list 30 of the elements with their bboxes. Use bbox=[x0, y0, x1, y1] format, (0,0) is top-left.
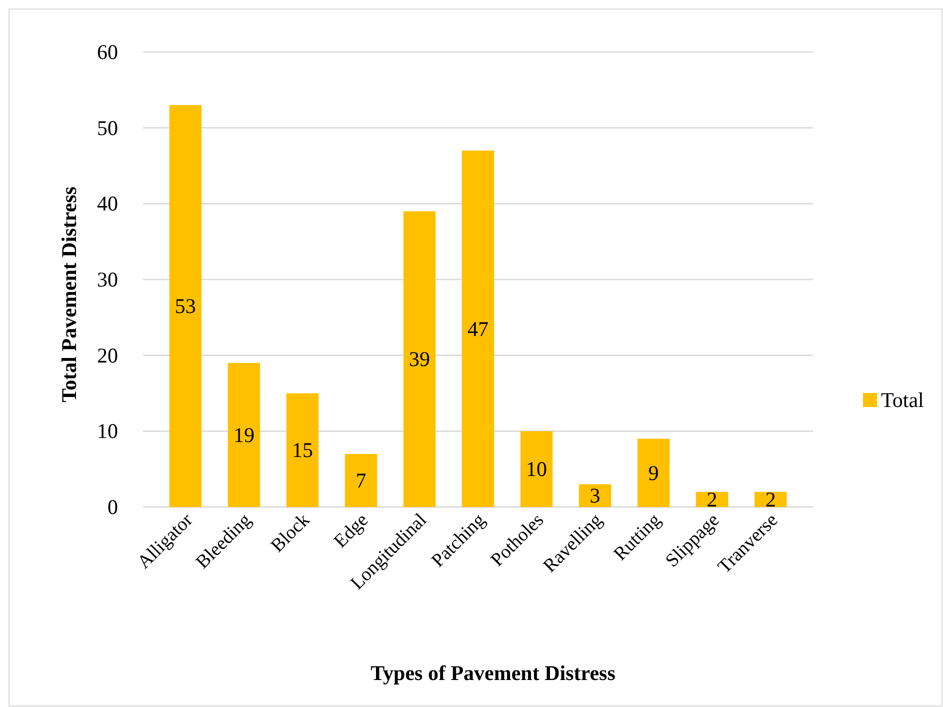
bar bbox=[520, 431, 553, 507]
data-label: 9 bbox=[648, 460, 659, 485]
data-label: 7 bbox=[356, 468, 366, 492]
data-label: 15 bbox=[292, 438, 313, 462]
data-label: 47 bbox=[468, 316, 488, 341]
y-tick-label: 60 bbox=[97, 40, 118, 64]
bar bbox=[462, 150, 494, 507]
y-tick-label: 50 bbox=[97, 116, 118, 140]
data-label: 10 bbox=[526, 457, 548, 482]
bar bbox=[169, 105, 202, 507]
y-tick-label: 0 bbox=[108, 495, 118, 519]
y-tick-label: 10 bbox=[97, 419, 118, 444]
legend-label: Total bbox=[881, 388, 924, 412]
y-tick-label: 20 bbox=[97, 343, 118, 368]
data-label: 2 bbox=[765, 487, 776, 512]
data-label: 39 bbox=[408, 347, 430, 372]
bar bbox=[637, 438, 670, 507]
y-tick-label: 30 bbox=[97, 268, 118, 292]
data-label: 53 bbox=[174, 294, 196, 318]
bar bbox=[286, 393, 319, 507]
data-label: 2 bbox=[706, 487, 718, 512]
bar bbox=[228, 362, 260, 507]
bar bbox=[344, 454, 378, 507]
y-tick-label: 40 bbox=[97, 192, 118, 216]
x-axis-title: Types of Pavement Distress bbox=[370, 661, 616, 685]
data-label: 3 bbox=[590, 484, 600, 508]
bar bbox=[403, 211, 436, 507]
bar bbox=[578, 484, 612, 507]
y-axis-title: Total Pavement Distress bbox=[57, 186, 81, 402]
data-label: 19 bbox=[233, 422, 254, 447]
